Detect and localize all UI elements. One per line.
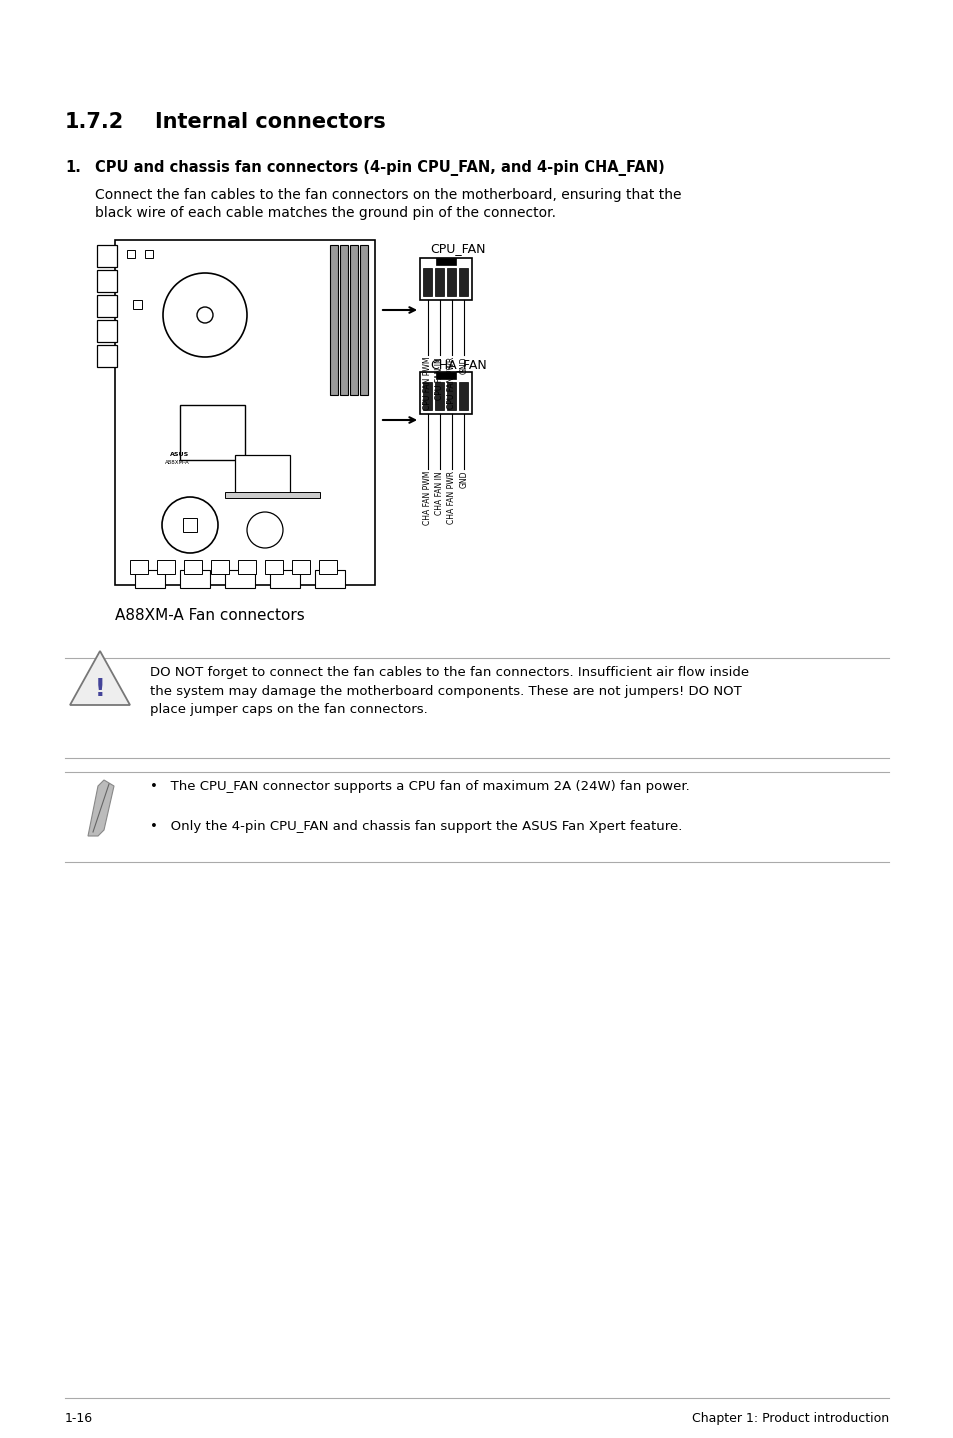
Bar [157,559,174,574]
Text: !: ! [94,677,105,700]
Bar [180,569,210,588]
Text: 1.: 1. [65,160,81,175]
Bar [447,383,456,410]
Text: CPU FAN PWR: CPU FAN PWR [447,357,456,410]
Polygon shape [70,651,130,705]
Bar [225,569,254,588]
Bar [183,518,196,532]
Bar [234,454,290,495]
Bar [292,559,310,574]
Bar [419,372,472,414]
Bar [127,250,135,257]
Circle shape [247,512,283,548]
Text: CHA FAN IN: CHA FAN IN [435,472,444,515]
Bar [184,559,202,574]
Bar [350,244,357,395]
Bar [435,267,444,296]
Bar [135,569,165,588]
Text: CPU FAN PWM: CPU FAN PWM [423,357,432,410]
Text: •   The CPU_FAN connector supports a CPU fan of maximum 2A (24W) fan power.: • The CPU_FAN connector supports a CPU f… [150,779,689,792]
Bar [314,569,345,588]
Text: CPU_FAN: CPU_FAN [430,242,485,255]
Bar [436,257,456,265]
Bar [436,372,456,380]
Text: Chapter 1: Product introduction: Chapter 1: Product introduction [691,1412,888,1425]
Bar [318,559,336,574]
Text: •   Only the 4-pin CPU_FAN and chassis fan support the ASUS Fan Xpert feature.: • Only the 4-pin CPU_FAN and chassis fan… [150,820,681,833]
Bar [145,250,152,257]
Text: CPU FAN IN: CPU FAN IN [435,357,444,400]
Bar [339,244,348,395]
Circle shape [196,306,213,324]
Bar [115,240,375,585]
Text: CHA FAN PWM: CHA FAN PWM [423,472,432,525]
Bar [97,244,117,267]
Bar [459,267,468,296]
Bar [459,383,468,410]
Bar [132,301,142,309]
Bar [97,321,117,342]
Bar [423,383,432,410]
Text: Internal connectors: Internal connectors [154,112,385,132]
Bar [97,270,117,292]
Bar [447,267,456,296]
Text: 1.7.2: 1.7.2 [65,112,124,132]
Text: DO NOT forget to connect the fan cables to the fan connectors. Insufficient air : DO NOT forget to connect the fan cables … [150,666,748,716]
Bar [225,492,319,498]
Text: A88XM-A Fan connectors: A88XM-A Fan connectors [115,608,304,623]
Bar [270,569,299,588]
Text: A88XM-A: A88XM-A [165,460,190,464]
Text: CPU and chassis fan connectors (4-pin CPU_FAN, and 4-pin CHA_FAN): CPU and chassis fan connectors (4-pin CP… [95,160,664,175]
Text: CHA_FAN: CHA_FAN [430,358,486,371]
Bar [265,559,283,574]
Circle shape [162,498,218,554]
Polygon shape [88,779,113,835]
Circle shape [163,273,247,357]
Text: GND: GND [459,357,468,374]
Bar [359,244,368,395]
Bar [97,345,117,367]
Bar [423,267,432,296]
Bar [435,383,444,410]
Text: GND: GND [459,472,468,489]
Bar [97,295,117,316]
Bar [180,406,245,460]
Bar [419,257,472,301]
Text: 1-16: 1-16 [65,1412,93,1425]
Bar [330,244,337,395]
Text: Connect the fan cables to the fan connectors on the motherboard, ensuring that t: Connect the fan cables to the fan connec… [95,188,680,201]
Text: ASUS: ASUS [170,452,189,457]
Bar [237,559,255,574]
Text: CHA FAN PWR: CHA FAN PWR [447,472,456,523]
Bar [211,559,229,574]
Bar [130,559,148,574]
Text: black wire of each cable matches the ground pin of the connector.: black wire of each cable matches the gro… [95,206,556,220]
